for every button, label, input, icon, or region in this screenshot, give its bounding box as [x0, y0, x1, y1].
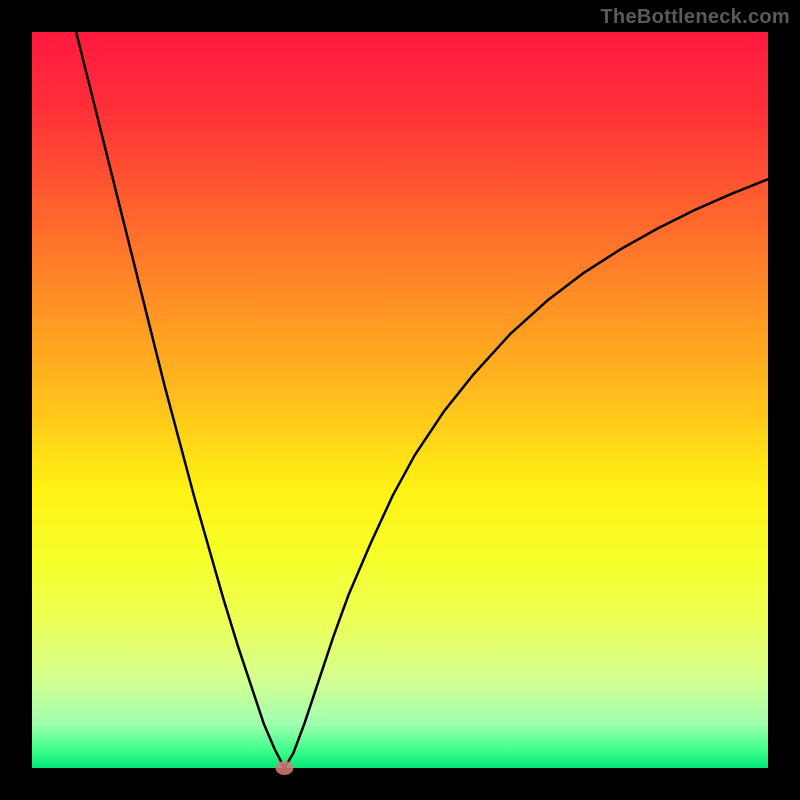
- minimum-marker: [275, 761, 293, 775]
- chart-container: TheBottleneck.com: [0, 0, 800, 800]
- chart-svg: [0, 0, 800, 800]
- plot-background: [32, 32, 768, 768]
